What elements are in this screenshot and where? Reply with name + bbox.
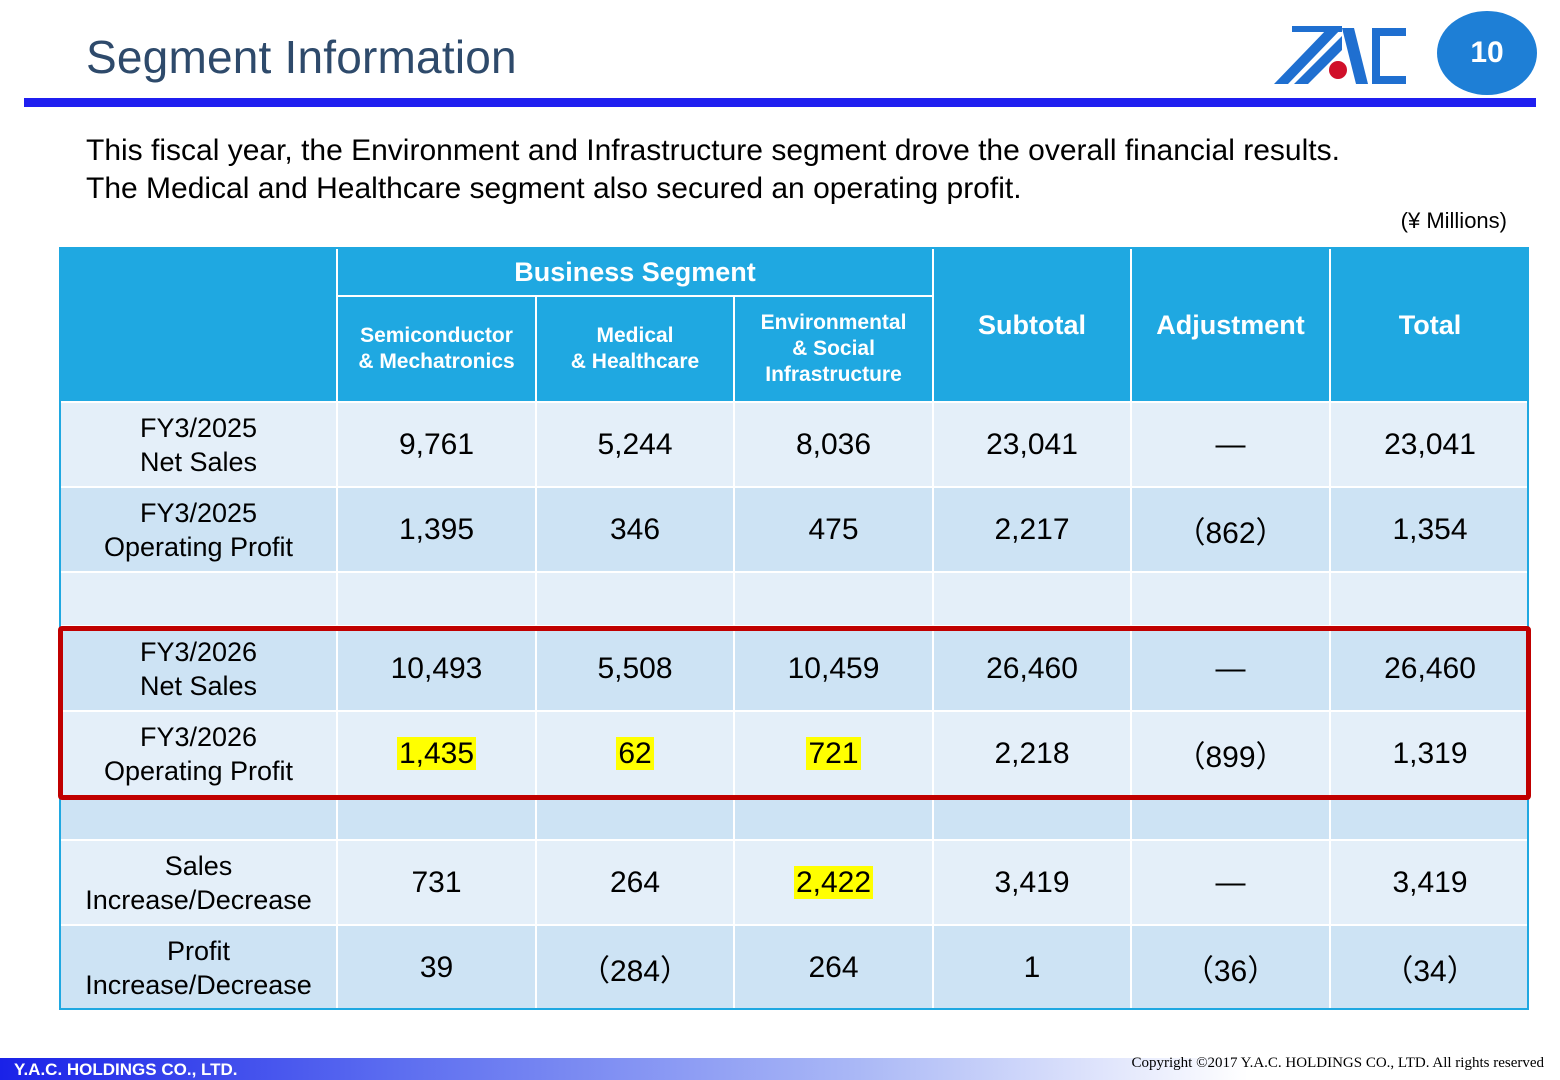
intro-text: This fiscal year, the Environment and In… [86,132,1340,208]
cell-semi: 39 [336,924,537,1011]
table-row-sales-change: Sales Increase/Decrease 731 264 2,422 3,… [59,839,1532,926]
cell-medical: 264 [535,839,735,926]
cell-semi: 1,435 [336,710,537,797]
cell-medical: （284） [535,924,735,1011]
unit-note: (¥ Millions) [1400,208,1507,233]
row-label: FY3/2025 Operating Profit [59,486,338,573]
intro-line-1: This fiscal year, the Environment and In… [86,134,1340,167]
cell-env: 2,422 [732,839,935,926]
cell-medical: 5,508 [535,625,735,712]
cell-medical: 62 [535,710,735,797]
row-label: FY3/2025 Net Sales [59,401,338,488]
cell-total: 1,319 [1329,710,1532,797]
yac-logo-icon [1274,26,1406,84]
cell-total: （34） [1329,924,1532,1011]
table-row-fy26-sales: FY3/2026 Net Sales 10,493 5,508 10,459 2… [59,625,1532,712]
copyright-notice: Copyright ©2017 Y.A.C. HOLDINGS CO., LTD… [1131,1055,1545,1071]
highlighted-value: 721 [806,736,861,770]
cell-adjustment: （862） [1130,486,1332,573]
row-label: FY3/2026 Operating Profit [59,710,338,797]
table-spacer-row [59,571,1532,627]
table-row-profit-change: Profit Increase/Decrease 39 （284） 264 1 … [59,924,1532,1011]
highlighted-value: 1,435 [396,736,477,770]
cell-medical: 346 [535,486,735,573]
cell-env: 264 [732,924,935,1011]
cell-subtotal: 26,460 [932,625,1133,712]
business-segment-header: Business Segment [335,247,935,297]
intro-line-2: The Medical and Healthcare segment also … [86,172,1022,205]
footer-bar [0,1058,1560,1080]
row-label: FY3/2026 Net Sales [59,625,338,712]
cell-total: 3,419 [1329,839,1532,926]
page-number-badge: 10 [1437,11,1537,95]
cell-total: 1,354 [1329,486,1532,573]
table-row-fy25-profit: FY3/2025 Operating Profit 1,395 346 475 … [59,486,1532,573]
cell-medical: 5,244 [535,401,735,488]
total-header: Total [1329,247,1532,403]
highlighted-value: 62 [616,736,654,770]
cell-subtotal: 2,217 [932,486,1133,573]
cell-env: 475 [732,486,935,573]
row-label: Profit Increase/Decrease [59,924,338,1011]
cell-adjustment: — [1130,401,1332,488]
cell-adjustment: （36） [1130,924,1332,1011]
highlighted-value: 2,422 [793,865,874,899]
cell-adjustment: — [1130,625,1332,712]
cell-subtotal: 23,041 [932,401,1133,488]
cell-subtotal: 2,218 [932,710,1133,797]
cell-total: 26,460 [1329,625,1532,712]
cell-semi: 1,395 [336,486,537,573]
segment-table: Business Segment Subtotal Adjustment Tot… [59,247,1532,1011]
cell-adjustment: — [1130,839,1332,926]
cell-subtotal: 3,419 [932,839,1133,926]
cell-semi: 10,493 [336,625,537,712]
row-label: Sales Increase/Decrease [59,839,338,926]
semiconductor-header: Semiconductor & Mechatronics [336,295,537,403]
environmental-header: Environmental & Social Infrastructure [732,295,935,403]
cell-adjustment: （899） [1130,710,1332,797]
footer-company-name: Y.A.C. HOLDINGS CO., LTD. [14,1060,238,1079]
page-title: Segment Information [86,31,517,83]
cell-semi: 731 [336,839,537,926]
cell-env: 721 [732,710,935,797]
table-spacer-row [59,795,1532,841]
adjustment-header: Adjustment [1130,247,1332,403]
cell-total: 23,041 [1329,401,1532,488]
cell-env: 8,036 [732,401,935,488]
table-row-fy25-sales: FY3/2025 Net Sales 9,761 5,244 8,036 23,… [59,401,1532,488]
corner-header-cell [59,247,338,403]
title-divider [24,98,1536,107]
cell-subtotal: 1 [932,924,1133,1011]
cell-semi: 9,761 [336,401,537,488]
cell-env: 10,459 [732,625,935,712]
table-row-fy26-profit: FY3/2026 Operating Profit 1,435 62 721 2… [59,710,1532,797]
medical-header: Medical & Healthcare [535,295,735,403]
subtotal-header: Subtotal [932,247,1133,403]
